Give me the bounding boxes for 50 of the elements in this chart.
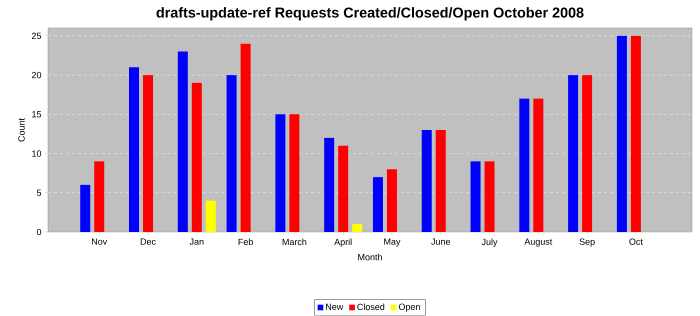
bar [289,114,300,232]
bar [94,162,104,232]
bar [192,83,202,232]
bar [338,146,348,232]
bar [533,98,544,232]
x-tick-label: Oct [629,238,643,246]
chart-title: drafts-update-ref Requests Created/Closed/Open October 2008 [156,7,584,21]
bar [519,98,530,232]
y-tick-label: 15 [32,111,42,118]
bar [436,130,446,232]
bar [568,75,578,232]
bar [616,36,627,232]
legend-label: Open [398,304,420,312]
x-tick-label: Dec [140,238,156,245]
y-tick-label: 10 [32,150,42,157]
bar [372,177,383,232]
bar [630,36,641,232]
bar [206,200,216,232]
bar [80,185,90,232]
x-tick-label: Jan [190,238,204,245]
bar [178,52,188,232]
x-tick-label: July [482,238,498,248]
x-tick-label: Sep [580,238,595,247]
y-tick-label: 5 [36,190,42,196]
bar [386,169,397,232]
x-tick-label: Nov [92,238,108,245]
bar [484,162,495,232]
bar [240,44,251,232]
bar [470,162,481,232]
x-tick-label: August [524,238,552,247]
bar [129,67,140,232]
legend-label: New [326,304,344,310]
y-tick-label: 25 [32,32,42,40]
y-tick-label: 0 [36,228,42,236]
bar [422,130,432,232]
x-tick-label: Feb [238,238,253,246]
bar [143,75,154,232]
bar [582,75,592,232]
bar [275,114,286,232]
bar [226,75,237,232]
x-tick-label: May [384,238,400,247]
y-axis-title: Count [18,118,25,142]
y-tick-label: 20 [32,72,42,78]
legend-label: Closed [357,304,384,310]
x-tick-label: April [334,238,352,248]
bar [324,138,334,232]
x-tick-label: March [282,238,306,246]
x-axis-title: Month [358,254,382,260]
bar [352,224,362,232]
x-tick-label: June [431,238,450,245]
